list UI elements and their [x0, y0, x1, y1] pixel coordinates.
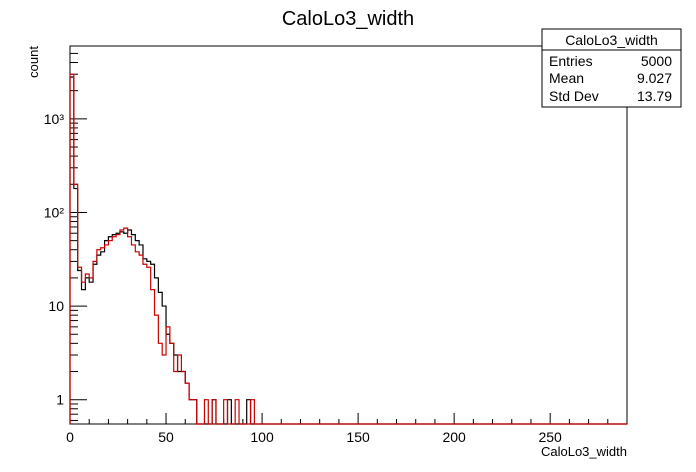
chart-title: CaloLo3_width — [282, 8, 414, 30]
x-tick-label: 200 — [442, 429, 466, 445]
y-axis-label: count — [26, 46, 41, 78]
x-tick-label: 0 — [66, 429, 74, 445]
histogram-series — [69, 73, 627, 425]
stats-stddev-value: 13.79 — [637, 88, 672, 104]
stats-entries-label: Entries — [549, 53, 593, 69]
y-tick-label: 10 — [48, 298, 64, 314]
stats-entries-value: 5000 — [641, 53, 672, 69]
x-tick-label: 50 — [158, 429, 174, 445]
x-axis-label: CaloLo3_width — [541, 444, 627, 459]
x-axis: 0 50 100 150 200 250 — [66, 413, 628, 445]
x-tick-label: 250 — [538, 429, 562, 445]
stats-box-title: CaloLo3_width — [565, 32, 658, 48]
y-tick-label: 10² — [44, 204, 65, 220]
stats-mean-value: 9.027 — [637, 70, 672, 86]
y-axis: 1 10 10² 10³ — [44, 45, 87, 421]
stats-box-frame — [541, 28, 682, 108]
y-tick-label: 10³ — [44, 111, 65, 127]
stats-box: CaloLo3_width Entries 5000 Mean 9.027 St… — [541, 28, 682, 108]
stats-stddev-label: Std Dev — [549, 88, 599, 104]
y-tick-label: 1 — [56, 392, 64, 408]
histogram-series-red — [69, 73, 627, 425]
stats-mean-label: Mean — [549, 70, 584, 86]
x-tick-label: 100 — [250, 429, 274, 445]
x-tick-label: 150 — [346, 429, 370, 445]
histogram-series-black — [69, 76, 627, 425]
